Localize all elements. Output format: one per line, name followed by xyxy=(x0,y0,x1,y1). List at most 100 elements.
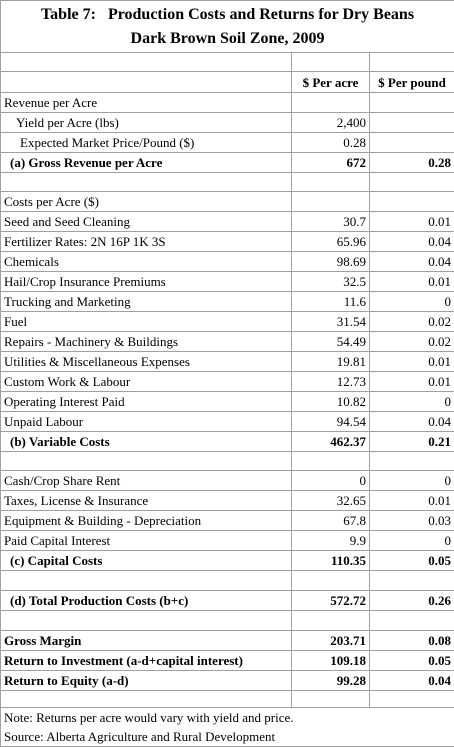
empty-cell xyxy=(0,690,292,708)
value-cell: 0.02 xyxy=(368,331,454,352)
value-cell: 32.5 xyxy=(291,271,370,292)
value-cell: 0.08 xyxy=(368,630,454,651)
empty-cell xyxy=(0,610,292,631)
value-cell: 110.35 xyxy=(291,550,370,571)
data-row: (a) Gross Revenue per Acre 672 0.28 xyxy=(0,152,454,173)
value-cell xyxy=(368,132,454,153)
value-cell: 0.01 xyxy=(368,371,454,392)
data-row: Taxes, License & Insurance 32.65 0.01 xyxy=(0,490,454,511)
value-cell: 462.37 xyxy=(291,431,370,452)
row-label: Fertilizer Rates: 2N 16P 1K 3S xyxy=(0,231,292,252)
value-cell: 12.73 xyxy=(291,371,370,392)
data-row: Gross Margin 203.71 0.08 xyxy=(0,630,454,651)
note-row: Note: Returns per acre would vary with y… xyxy=(0,707,454,727)
data-row: Unpaid Labour 94.54 0.04 xyxy=(0,411,454,432)
row-label: Utilities & Miscellaneous Expenses xyxy=(0,351,292,372)
data-row: Hail/Crop Insurance Premiums 32.5 0.01 xyxy=(0,271,454,292)
row-label: Repairs - Machinery & Buildings xyxy=(0,331,292,352)
data-row: Expected Market Price/Pound ($) 0.28 xyxy=(0,132,454,153)
spacer-row xyxy=(0,172,454,192)
row-label: (c) Capital Costs xyxy=(0,550,292,571)
value-cell: 94.54 xyxy=(291,411,370,432)
row-label: Operating Interest Paid xyxy=(0,391,292,412)
value-cell: 10.82 xyxy=(291,391,370,412)
value-cell: 19.81 xyxy=(291,351,370,372)
row-label: Custom Work & Labour xyxy=(0,371,292,392)
row-label: (a) Gross Revenue per Acre xyxy=(0,152,292,173)
value-cell xyxy=(368,191,454,212)
value-cell: 31.54 xyxy=(291,311,370,332)
title-cell: Table 7: Production Costs and Returns fo… xyxy=(0,0,454,53)
value-cell: 0.26 xyxy=(368,590,454,611)
data-row: Fertilizer Rates: 2N 16P 1K 3S 65.96 0.04 xyxy=(0,231,454,252)
value-cell: 0 xyxy=(368,391,454,412)
data-row: Custom Work & Labour 12.73 0.01 xyxy=(0,371,454,392)
spacer-row xyxy=(0,610,454,631)
value-cell xyxy=(291,92,370,113)
data-row: (b) Variable Costs 462.37 0.21 xyxy=(0,431,454,452)
spacer-row xyxy=(0,451,454,471)
empty-cell xyxy=(291,570,370,591)
row-label: Fuel xyxy=(0,311,292,332)
header-cell: $ Per acre xyxy=(291,71,370,93)
value-cell: 0.04 xyxy=(368,670,454,691)
empty-cell xyxy=(368,451,454,471)
spacer-row xyxy=(0,52,454,72)
value-cell: 32.65 xyxy=(291,490,370,511)
value-cell: 0.04 xyxy=(368,231,454,252)
empty-cell xyxy=(368,52,454,72)
value-cell: 30.7 xyxy=(291,211,370,232)
row-label: Unpaid Labour xyxy=(0,411,292,432)
row-label: Chemicals xyxy=(0,251,292,272)
value-cell: 0.01 xyxy=(368,351,454,372)
row-label: Equipment & Building - Depreciation xyxy=(0,510,292,531)
value-cell xyxy=(291,191,370,212)
value-cell: 65.96 xyxy=(291,231,370,252)
note: Source: Alberta Agriculture and Rural De… xyxy=(0,727,454,747)
row-label: Trucking and Marketing xyxy=(0,291,292,312)
empty-cell xyxy=(0,570,292,591)
value-cell xyxy=(368,92,454,113)
value-cell: 0.28 xyxy=(368,152,454,173)
value-cell: 0 xyxy=(368,291,454,312)
value-cell: 99.28 xyxy=(291,670,370,691)
value-cell: 672 xyxy=(291,152,370,173)
data-row: Utilities & Miscellaneous Expenses 19.81 0… xyxy=(0,351,454,372)
header-cell xyxy=(0,71,292,93)
empty-cell xyxy=(0,172,292,192)
row-label: Yield per Acre (lbs) xyxy=(0,112,292,133)
data-row: (c) Capital Costs 110.35 0.05 xyxy=(0,550,454,571)
data-row: Costs per Acre ($) xyxy=(0,191,454,212)
data-row: Return to Investment (a-d+capital intere… xyxy=(0,650,454,671)
row-label: Return to Equity (a-d) xyxy=(0,670,292,691)
empty-cell xyxy=(291,690,370,708)
row-label: Revenue per Acre xyxy=(0,92,292,113)
data-row: Equipment & Building - Depreciation 67.8 0… xyxy=(0,510,454,531)
value-cell: 0 xyxy=(368,530,454,551)
value-cell: 0.01 xyxy=(368,490,454,511)
row-label: Cash/Crop Share Rent xyxy=(0,470,292,491)
row-label: (d) Total Production Costs (b+c) xyxy=(0,590,292,611)
empty-cell xyxy=(291,451,370,471)
row-label: Gross Margin xyxy=(0,630,292,651)
value-cell: 98.69 xyxy=(291,251,370,272)
value-cell: 0.02 xyxy=(368,311,454,332)
header-cell: $ Per pound xyxy=(368,71,454,93)
empty-cell xyxy=(368,570,454,591)
data-row: Fuel 31.54 0.02 xyxy=(0,311,454,332)
value-cell: 67.8 xyxy=(291,510,370,531)
value-cell: 0.28 xyxy=(291,132,370,153)
value-cell: 0.04 xyxy=(368,251,454,272)
spacer-row xyxy=(0,690,454,708)
row-label: Costs per Acre ($) xyxy=(0,191,292,212)
title-row: Table 7: Production Costs and Returns fo… xyxy=(0,0,454,53)
value-cell: 0.03 xyxy=(368,510,454,531)
value-cell: 0 xyxy=(291,470,370,491)
value-cell: 109.18 xyxy=(291,650,370,671)
value-cell: 0.04 xyxy=(368,411,454,432)
data-row: Trucking and Marketing 11.6 0 xyxy=(0,291,454,312)
empty-cell xyxy=(368,172,454,192)
row-label: Hail/Crop Insurance Premiums xyxy=(0,271,292,292)
value-cell: 0.21 xyxy=(368,431,454,452)
value-cell: 11.6 xyxy=(291,291,370,312)
